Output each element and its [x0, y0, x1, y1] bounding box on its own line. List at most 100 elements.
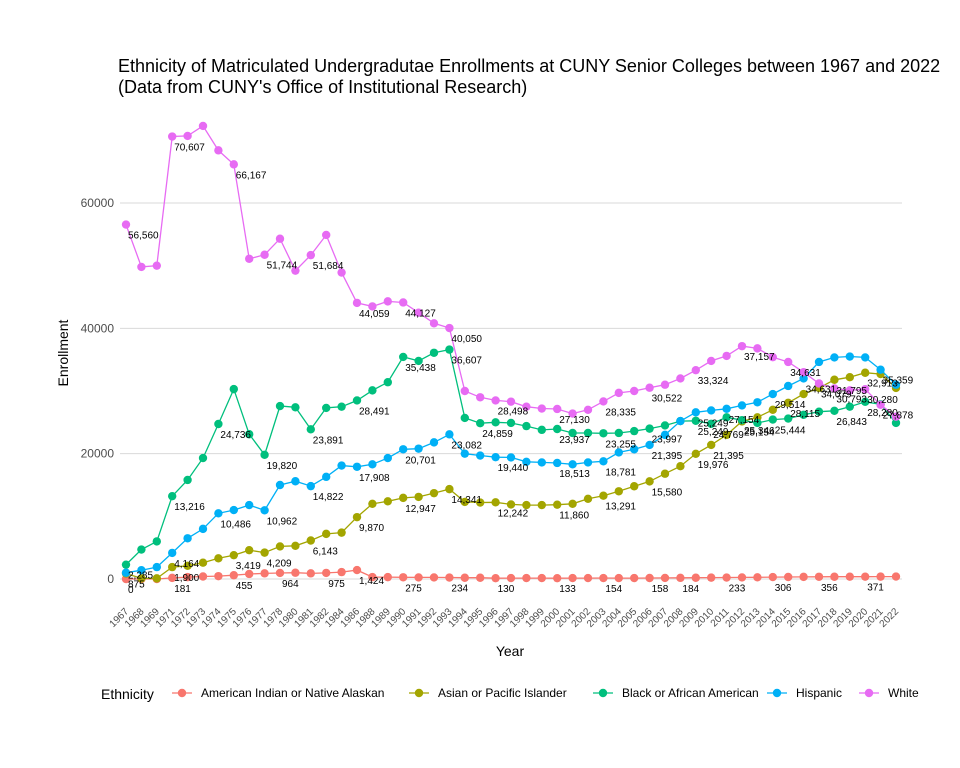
data-point [707, 440, 716, 450]
data-point [799, 368, 808, 377]
data-point [383, 378, 392, 387]
data-label: 158 [652, 584, 669, 595]
data-label: 24,769 [713, 430, 744, 441]
data-point [691, 573, 700, 582]
data-label: 21,395 [652, 451, 683, 462]
data-point [168, 573, 177, 583]
data-label: 25,154 [744, 427, 775, 438]
data-point [429, 488, 439, 498]
data-point [368, 572, 377, 582]
data-point [275, 480, 285, 490]
data-label: 56,560 [128, 231, 159, 242]
chart-title: Ethnicity of Matriculated Undergradutae … [118, 56, 940, 76]
legend-key-dot [414, 688, 424, 698]
data-label: 34,631 [806, 384, 837, 395]
data-point [399, 445, 408, 454]
legend-label: American Indian or Native Alaskan [201, 686, 384, 700]
data-point [614, 487, 623, 496]
data-point [352, 462, 362, 471]
data-point [830, 384, 839, 393]
data-point [368, 460, 377, 469]
legend-label: White [888, 686, 919, 700]
data-label: 18,781 [605, 467, 636, 478]
data-point [707, 406, 716, 415]
data-label: 37,157 [744, 352, 775, 363]
data-point [414, 573, 423, 582]
data-point [491, 498, 500, 507]
data-point [399, 573, 408, 582]
data-point [460, 386, 469, 396]
data-point [322, 403, 331, 413]
data-point [537, 425, 546, 435]
data-point [553, 573, 562, 583]
data-point [214, 419, 223, 429]
data-point [676, 462, 685, 471]
data-point [737, 401, 747, 410]
data-point [861, 397, 870, 406]
data-point [599, 573, 608, 583]
data-point [368, 499, 377, 508]
data-point [306, 425, 315, 434]
data-point [306, 536, 315, 545]
x-axis-ticks: 1967196819691971197219731974197519761977… [108, 606, 902, 630]
data-point [753, 344, 762, 353]
data-point [506, 418, 516, 428]
data-label: 23,937 [559, 435, 590, 446]
data-point [553, 458, 562, 468]
data-point [861, 385, 870, 394]
data-label: 29,514 [775, 400, 806, 411]
data-point [229, 160, 238, 169]
data-label: 23,891 [313, 435, 344, 446]
data-point [676, 573, 685, 583]
data-point [460, 497, 469, 507]
data-point [460, 413, 469, 423]
data-point [337, 567, 346, 577]
data-label: 12,242 [498, 508, 529, 519]
data-label: 19,440 [498, 463, 529, 474]
data-point [583, 405, 593, 414]
data-label: 33,324 [698, 376, 729, 387]
data-point [845, 373, 854, 382]
data-point [275, 568, 285, 578]
data-point [599, 457, 608, 466]
data-label: 1,900 [174, 573, 199, 584]
data-point [460, 449, 469, 458]
data-point [198, 453, 208, 463]
data-label: 28,335 [605, 407, 636, 418]
data-label: 20,701 [405, 455, 436, 466]
data-point [198, 572, 208, 581]
data-point [645, 440, 654, 450]
data-label: 371 [867, 583, 884, 594]
data-point [399, 493, 408, 503]
legend-title: Ethnicity [101, 686, 154, 702]
data-label: 30,522 [652, 394, 683, 405]
data-label: 275 [405, 583, 422, 594]
data-point [291, 266, 300, 275]
data-point [707, 356, 716, 366]
data-point [830, 406, 839, 415]
data-point [784, 381, 793, 391]
data-point [537, 500, 546, 510]
data-label: 4,164 [174, 559, 199, 570]
data-point [445, 484, 454, 494]
data-point [383, 497, 392, 506]
data-point [198, 558, 208, 567]
data-point [229, 550, 238, 560]
data-label: 25,444 [775, 426, 806, 437]
data-label: 23,255 [605, 439, 636, 450]
data-label: 10,962 [267, 516, 298, 527]
data-point [630, 426, 639, 436]
data-label: 27,154 [729, 415, 760, 426]
data-label: 40,050 [451, 334, 482, 345]
data-point [522, 421, 531, 431]
data-point [876, 365, 885, 374]
data-label: 28,491 [359, 406, 390, 417]
data-point [799, 389, 808, 399]
data-point [414, 492, 423, 502]
data-point [722, 573, 731, 582]
data-point [768, 572, 777, 582]
data-label: 18,513 [559, 469, 590, 480]
data-point [599, 429, 608, 438]
data-point [183, 131, 192, 141]
data-point [614, 448, 623, 457]
